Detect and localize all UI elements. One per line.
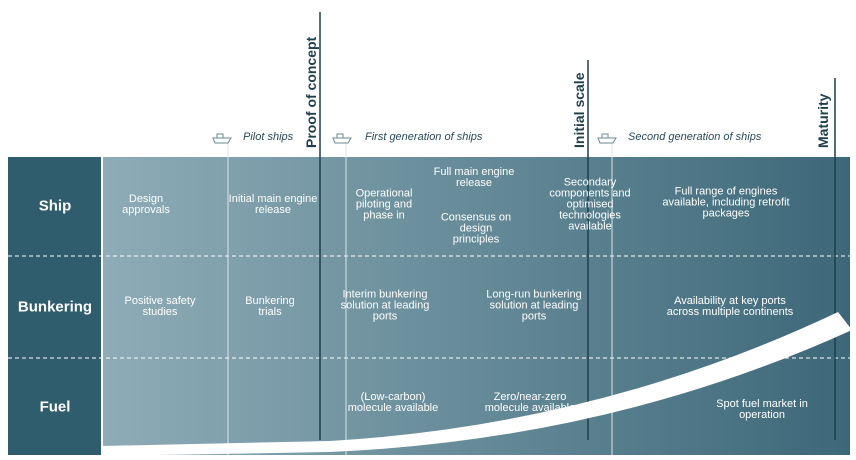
adoption-curve xyxy=(102,312,852,456)
milestone-item: Initial main engine release xyxy=(228,193,318,216)
milestone-item: Long-run bunkering solution at leading p… xyxy=(486,288,582,323)
milestone-item: Bunkering trials xyxy=(245,295,295,318)
milestone-item: Spot fuel market in operation xyxy=(716,398,808,421)
row-label: Bunkering xyxy=(17,298,93,316)
milestone-item: Availability at key ports across multipl… xyxy=(666,295,794,318)
milestone-item: Positive safety studies xyxy=(124,295,196,318)
milestone-item: (Low-carbon) molecule available xyxy=(347,391,439,414)
ship-icon xyxy=(597,133,617,144)
generation-label: First generation of ships xyxy=(365,131,483,143)
milestone-item: Zero/near-zero molecule available xyxy=(484,391,576,414)
timeline-area xyxy=(102,157,850,455)
milestone-label: Initial scale xyxy=(571,72,587,148)
row-label: Ship xyxy=(38,197,72,215)
milestone-item: Operational piloting and phase in xyxy=(355,187,413,222)
milestone-label: Maturity xyxy=(815,93,831,148)
milestone-item: Interim bunkering solution at leading po… xyxy=(340,288,430,323)
milestone-item: Design approvals xyxy=(122,193,170,216)
ship-icon xyxy=(332,133,352,144)
label-column xyxy=(8,157,102,455)
ship-icon xyxy=(212,133,232,144)
milestone-item: Full range of engines available, includi… xyxy=(662,185,790,220)
row-label: Fuel xyxy=(39,398,71,416)
milestone-label: Proof of concept xyxy=(303,36,319,148)
milestone-item: Consensus on design principles xyxy=(440,211,512,246)
milestone-item: Full main engine release xyxy=(433,166,515,189)
generation-label: Second generation of ships xyxy=(628,131,762,143)
generation-label: Pilot ships xyxy=(243,131,294,143)
milestone-item: Secondary components and optimised techn… xyxy=(549,176,631,233)
